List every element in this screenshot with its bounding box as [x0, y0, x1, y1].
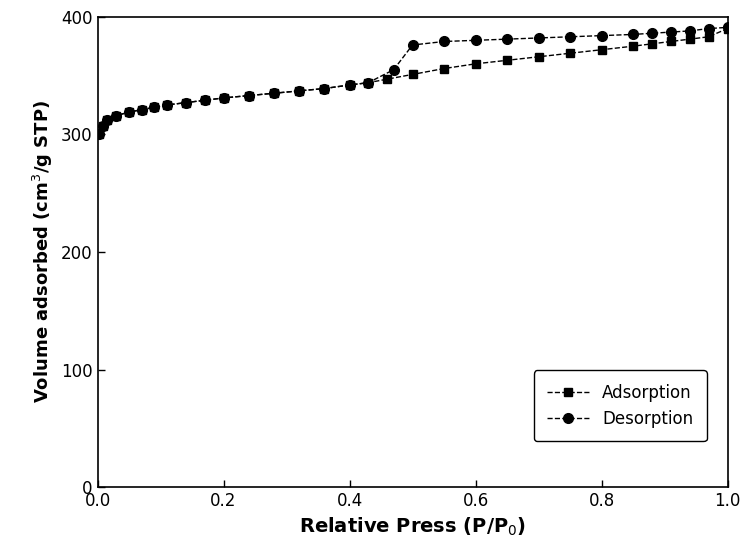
- Desorption: [200, 97, 209, 104]
- Adsorption: [150, 104, 159, 111]
- Adsorption: [534, 53, 543, 60]
- Desorption: [295, 87, 304, 94]
- Adsorption: [364, 80, 373, 86]
- Y-axis label: Volume adsorbed (cm$^3$/g STP): Volume adsorbed (cm$^3$/g STP): [32, 100, 56, 404]
- Adsorption: [200, 97, 209, 104]
- Desorption: [103, 117, 112, 124]
- Desorption: [137, 106, 146, 113]
- Adsorption: [723, 25, 732, 32]
- Adsorption: [244, 92, 254, 99]
- Legend: Adsorption, Desorption: Adsorption, Desorption: [534, 370, 706, 441]
- Adsorption: [182, 99, 190, 106]
- Desorption: [124, 109, 134, 115]
- Desorption: [666, 29, 675, 35]
- Desorption: [219, 95, 228, 101]
- Desorption: [628, 31, 638, 38]
- Adsorption: [597, 46, 606, 53]
- Adsorption: [647, 40, 656, 47]
- Adsorption: [408, 71, 417, 78]
- Desorption: [503, 36, 512, 43]
- Desorption: [269, 90, 278, 97]
- Adsorption: [162, 102, 171, 109]
- Desorption: [244, 92, 254, 99]
- Desorption: [704, 25, 713, 32]
- Desorption: [597, 32, 606, 39]
- Desorption: [647, 30, 656, 36]
- Line: Desorption: Desorption: [94, 22, 732, 139]
- Adsorption: [295, 87, 304, 94]
- Desorption: [150, 104, 159, 111]
- Adsorption: [628, 43, 638, 50]
- Desorption: [471, 37, 480, 44]
- X-axis label: Relative Press (P/P$_0$): Relative Press (P/P$_0$): [299, 516, 526, 538]
- Desorption: [345, 82, 354, 88]
- Desorption: [112, 112, 121, 119]
- Adsorption: [666, 38, 675, 45]
- Adsorption: [112, 112, 121, 119]
- Desorption: [162, 102, 171, 109]
- Desorption: [389, 67, 398, 73]
- Desorption: [364, 80, 373, 86]
- Adsorption: [440, 65, 448, 72]
- Adsorption: [566, 50, 574, 57]
- Adsorption: [345, 82, 354, 88]
- Desorption: [95, 131, 104, 138]
- Adsorption: [471, 60, 480, 67]
- Line: Adsorption: Adsorption: [95, 25, 732, 138]
- Desorption: [686, 27, 694, 34]
- Desorption: [408, 41, 417, 48]
- Adsorption: [124, 109, 134, 115]
- Desorption: [182, 99, 190, 106]
- Desorption: [723, 24, 732, 31]
- Adsorption: [503, 57, 512, 64]
- Desorption: [534, 35, 543, 41]
- Adsorption: [95, 131, 104, 138]
- Desorption: [440, 38, 448, 45]
- Adsorption: [269, 90, 278, 97]
- Adsorption: [382, 76, 392, 82]
- Adsorption: [98, 123, 107, 129]
- Desorption: [320, 85, 328, 92]
- Desorption: [98, 123, 107, 129]
- Desorption: [566, 34, 574, 40]
- Adsorption: [219, 95, 228, 101]
- Adsorption: [103, 117, 112, 124]
- Adsorption: [704, 34, 713, 40]
- Adsorption: [320, 85, 328, 92]
- Adsorption: [137, 106, 146, 113]
- Adsorption: [686, 36, 694, 43]
